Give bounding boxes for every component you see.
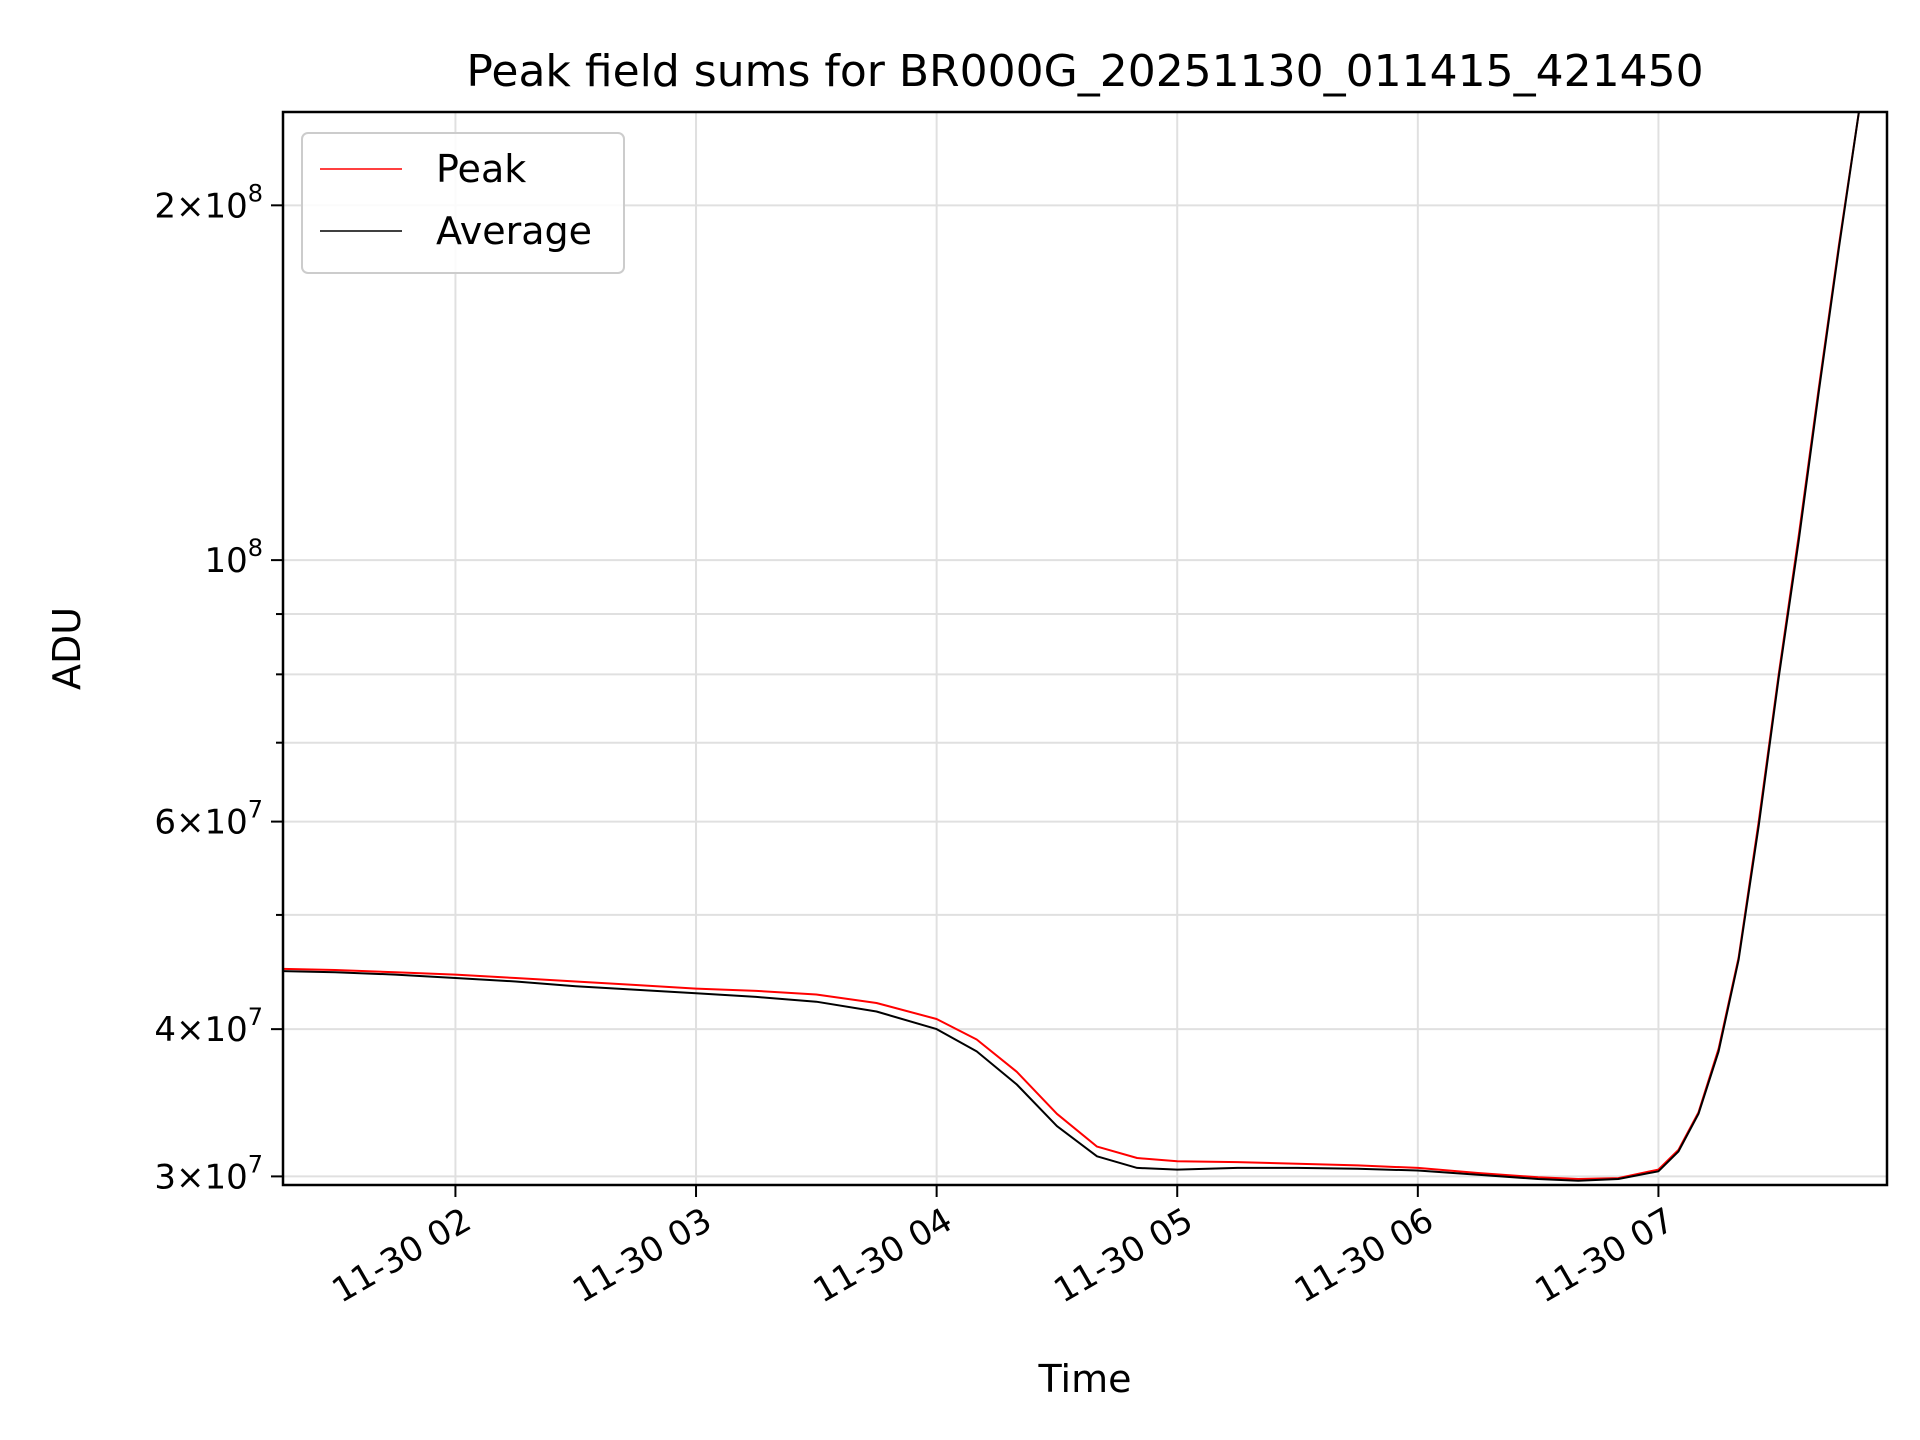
y-tick-exponent: 7 xyxy=(248,1150,263,1178)
y-tick-label: 4×107 xyxy=(154,1003,263,1050)
y-tick-exponent: 8 xyxy=(248,179,263,207)
series-layer xyxy=(283,112,1860,1182)
chart-title: Peak field sums for BR000G_20251130_0114… xyxy=(466,46,1703,97)
y-tick-base: 10 xyxy=(204,541,247,581)
y-tick-times: ×10 xyxy=(176,1010,248,1050)
grid xyxy=(283,112,1887,1185)
y-tick-label: 6×107 xyxy=(154,796,263,843)
legend-label-average: Average xyxy=(436,209,592,253)
y-tick-times: ×10 xyxy=(176,186,248,226)
legend-label-peak: Peak xyxy=(436,147,526,191)
y-tick-mantissa: 2 xyxy=(154,186,176,226)
y-tick-exponent: 7 xyxy=(248,1003,263,1031)
y-tick-label: 2×108 xyxy=(154,179,263,226)
legend: Peak Average xyxy=(301,132,625,274)
legend-box xyxy=(301,132,625,274)
y-tick-exponent: 7 xyxy=(248,796,263,824)
y-tick-exponent: 8 xyxy=(248,534,263,562)
y-tick-times: ×10 xyxy=(176,803,248,843)
y-tick-mantissa: 6 xyxy=(154,803,176,843)
x-axis-label: Time xyxy=(1038,1357,1132,1401)
y-tick-label: 3×107 xyxy=(154,1150,263,1197)
y-tick-label: 108 xyxy=(204,534,263,581)
plot-frame xyxy=(281,110,1889,1187)
series-line-average xyxy=(283,112,1860,1182)
y-tick-mantissa: 3 xyxy=(154,1157,176,1197)
y-tick-times: ×10 xyxy=(176,1157,248,1197)
y-axis-label: ADU xyxy=(45,607,89,690)
y-tick-mantissa: 4 xyxy=(154,1010,176,1050)
